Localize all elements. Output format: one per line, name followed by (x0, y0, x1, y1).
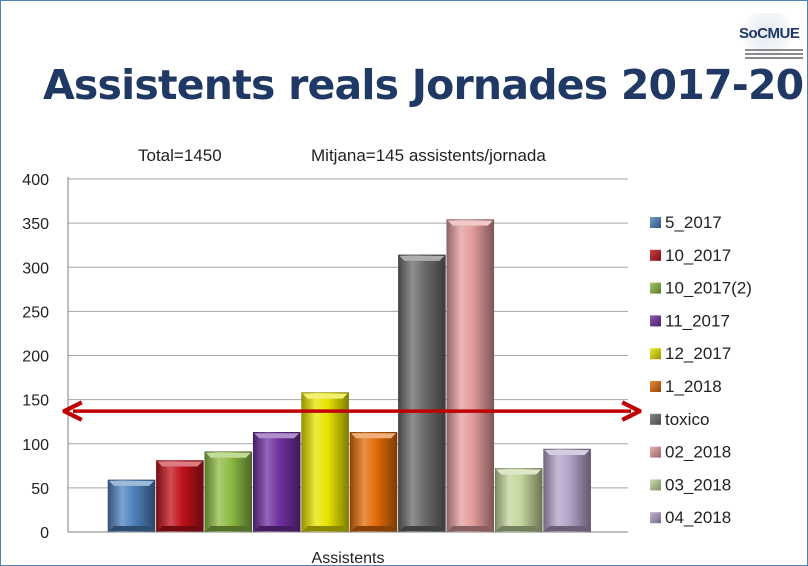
bar-bevel-bottom (254, 526, 300, 531)
legend-item-11_2017: 11_2017 (650, 311, 730, 330)
legend-label: toxico (665, 410, 709, 429)
bar (204, 451, 253, 533)
bar-bevel-top (302, 393, 348, 399)
logo-subtitle (745, 49, 803, 59)
bar-04_2018 (543, 448, 591, 533)
bar-bevel-top (447, 220, 493, 226)
mean-annotation: Mitjana=145 assistents/jornada (311, 146, 546, 165)
bar (398, 254, 446, 533)
legend-label: 03_2018 (665, 475, 731, 494)
bar-toxico (398, 254, 446, 533)
y-tick-label: 0 (40, 525, 49, 542)
bar (301, 392, 349, 533)
legend-label: 11_2017 (665, 311, 730, 330)
y-axis-ticks: 0 50 100 150 200 250 300 350 400 (22, 172, 49, 542)
logo-text: SoCMUE (739, 25, 800, 42)
legend-swatch (650, 381, 661, 392)
legend-label: 5_2017 (665, 213, 722, 232)
bar-bevel-bottom (351, 526, 396, 531)
legend-label: 02_2018 (665, 443, 731, 462)
bar-bevel-top (496, 469, 542, 475)
bar-bevel-bottom (205, 526, 251, 531)
bar-03_2018 (494, 468, 543, 533)
bar (446, 219, 495, 533)
bar-12_2017 (301, 392, 349, 533)
legend: 5_2017 10_2017 10_2017(2) 11_2017 12_2017 1_2… (650, 213, 752, 527)
bar-bevel-top (254, 433, 300, 439)
legend-item-5_2017: 5_2017 (650, 213, 722, 232)
socmue-logo: SoCMUE (733, 13, 803, 71)
legend-item-10_2017: 10_2017 (650, 246, 731, 265)
bar-bevel-bottom (157, 526, 203, 531)
bar-bevel-top (351, 433, 396, 439)
legend-item-02_2018: 02_2018 (650, 443, 731, 462)
legend-label: 1_2018 (665, 377, 722, 396)
legend-swatch (650, 249, 661, 261)
annotations: Total=1450 Mitjana=145 assistents/jornad… (73, 146, 631, 411)
bar-02_2018 (446, 219, 495, 533)
y-tick-label: 250 (22, 304, 49, 321)
total-annotation: Total=1450 (138, 146, 222, 165)
legend-swatch (650, 315, 661, 327)
slide-title: Assistents reals Jornades 2017-2018 (43, 61, 808, 109)
bar-bevel-bottom (302, 526, 348, 531)
bar (543, 448, 591, 533)
bar-bevel-bottom (496, 526, 542, 531)
bar-10_2017(2) (204, 451, 253, 533)
y-tick-label: 150 (22, 393, 49, 410)
y-tick-label: 350 (22, 216, 49, 233)
bars (107, 219, 591, 533)
bar-bevel-bottom (544, 526, 590, 531)
legend-item-12_2017: 12_2017 (650, 344, 731, 363)
bar-bevel-bottom (447, 526, 493, 531)
bar-1_2018 (349, 432, 398, 533)
bar-bevel-bottom (399, 526, 445, 531)
bar-bevel-top (205, 452, 251, 458)
axes (67, 177, 628, 533)
legend-item-03_2018: 03_2018 (650, 475, 731, 494)
bar-bevel-top (157, 461, 203, 467)
y-tick-label: 200 (22, 349, 49, 366)
x-axis-label: Assistents (312, 550, 385, 565)
bar (107, 479, 156, 533)
bar-11_2017 (252, 432, 301, 533)
bar-bevel-top (544, 450, 590, 456)
legend-swatch (650, 512, 661, 524)
legend-swatch (650, 479, 661, 491)
bar (252, 432, 301, 533)
y-tick-label: 400 (22, 172, 49, 189)
legend-label: 10_2017 (665, 246, 731, 265)
bar (494, 468, 543, 533)
legend-item-toxico: toxico (650, 410, 709, 429)
legend-swatch (650, 446, 661, 458)
bar (156, 460, 204, 533)
legend-swatch (650, 348, 661, 360)
bar-bevel-top (109, 480, 154, 486)
legend-label: 12_2017 (665, 344, 731, 363)
legend-label: 10_2017(2) (665, 279, 752, 298)
bar-bevel-bottom (109, 526, 154, 531)
legend-item-1_2018: 1_2018 (650, 377, 722, 396)
legend-item-04_2018: 04_2018 (650, 508, 731, 527)
y-tick-label: 50 (31, 481, 49, 498)
y-tick-label: 300 (22, 260, 49, 277)
bar-10_2017 (156, 460, 204, 533)
legend-swatch (650, 282, 661, 294)
bar (349, 432, 398, 533)
legend-swatch (650, 217, 661, 228)
bar-bevel-top (399, 255, 445, 261)
legend-item-10_2017(2): 10_2017(2) (650, 279, 752, 298)
bar-5_2017 (107, 479, 156, 533)
legend-label: 04_2018 (665, 508, 731, 527)
legend-swatch (650, 413, 661, 425)
y-tick-label: 100 (22, 437, 49, 454)
